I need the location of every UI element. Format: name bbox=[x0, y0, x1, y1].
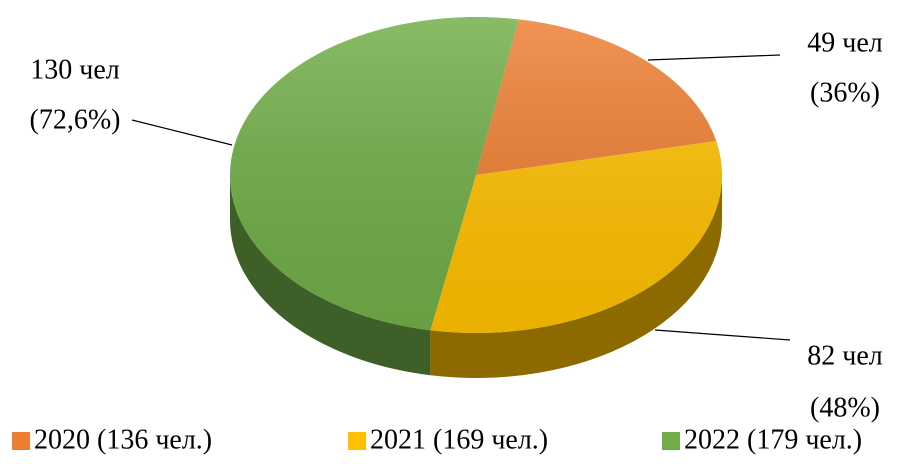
pie-side bbox=[430, 175, 722, 378]
data-label-share: (48%) bbox=[810, 392, 880, 423]
legend-swatch bbox=[662, 432, 680, 450]
pie-highlight bbox=[230, 17, 722, 333]
leader-line bbox=[654, 329, 791, 341]
data-label: 130 чел bbox=[30, 54, 120, 85]
pie-side bbox=[230, 175, 431, 376]
leader-line bbox=[131, 119, 233, 146]
data-label-share: (36%) bbox=[810, 77, 880, 108]
data-label-share: (72,6%) bbox=[30, 104, 121, 135]
data-label: 82 чел bbox=[807, 340, 883, 371]
legend-label: 2022 (179 чел.) bbox=[684, 424, 862, 455]
legend-label: 2020 (136 чел.) bbox=[34, 424, 212, 455]
leader-line bbox=[647, 54, 781, 61]
legend-swatch bbox=[12, 432, 30, 450]
legend-swatch bbox=[348, 432, 366, 450]
legend-label: 2021 (169 чел.) bbox=[370, 424, 548, 455]
data-label: 49 чел bbox=[807, 27, 883, 58]
